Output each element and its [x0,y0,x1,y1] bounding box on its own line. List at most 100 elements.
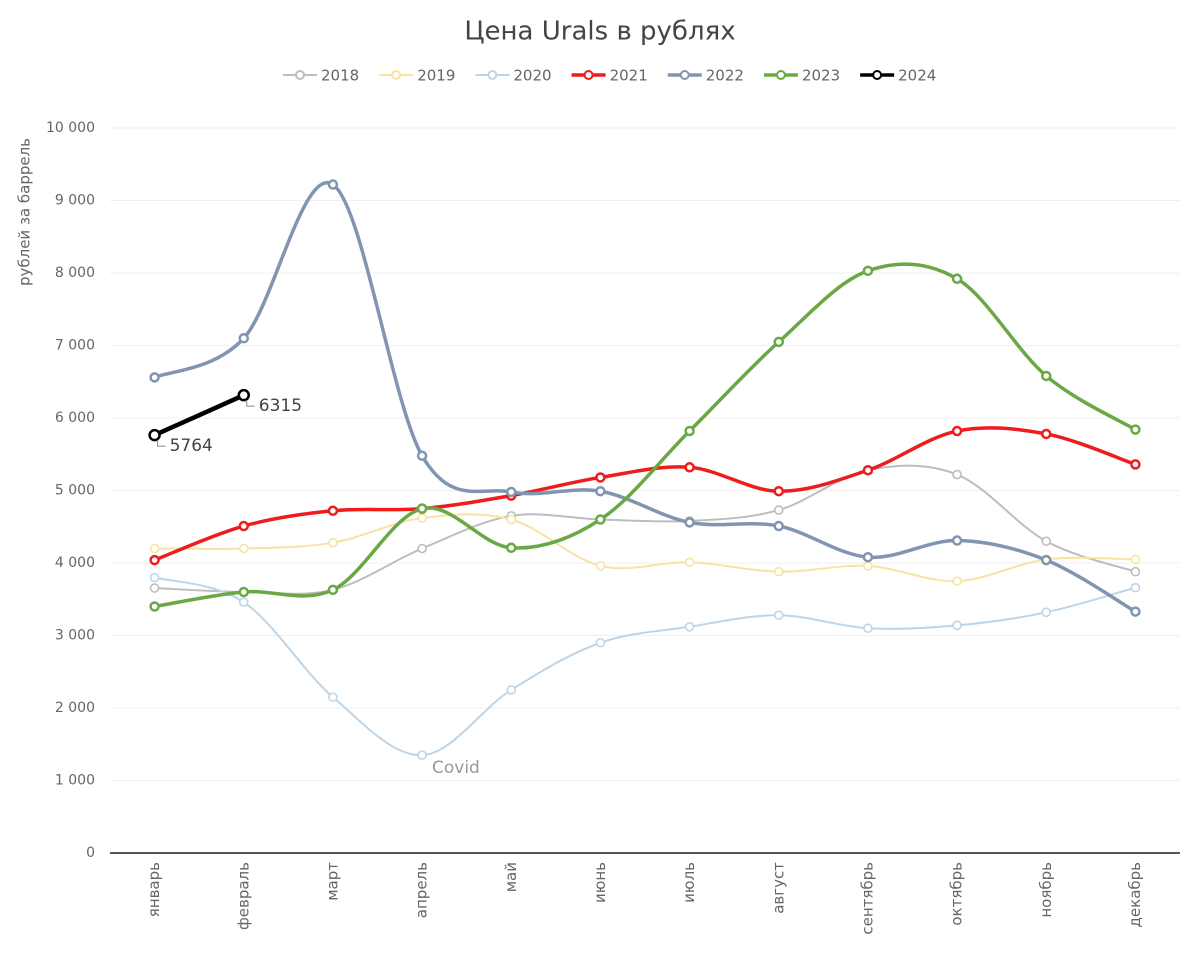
legend-label: 2022 [706,67,744,85]
series-marker [238,586,249,598]
series-line [152,262,1138,609]
x-tick-label: февраль [234,862,252,930]
series-marker [148,428,161,442]
series-marker [238,333,249,344]
series [149,262,1141,612]
series [149,572,1141,760]
series-marker [1130,424,1141,435]
series-marker [238,520,249,532]
legend-label: 2018 [321,67,359,85]
series-marker [1041,536,1052,547]
series-marker [863,623,873,634]
series-marker [952,576,962,586]
legend: 2018 2019 2020 2021 2022 2023 2024 [283,67,936,85]
series [149,464,1141,597]
legend-label: 2020 [513,67,551,85]
series-marker [862,265,874,277]
series-marker [951,273,963,285]
series-line [152,392,246,438]
series-marker [506,514,517,525]
series-marker [952,469,962,480]
series-line [153,576,1137,757]
legend-marker [679,70,690,80]
legend-marker [487,70,498,80]
series: 5764 6315 [148,388,302,456]
y-tick-label: 5 000 [55,483,95,499]
series-marker [506,542,517,554]
series-marker [416,450,428,461]
y-axis-label: рублей за баррель [16,138,34,286]
y-tick-label: 1 000 [55,773,95,789]
x-tick-label: июнь [591,862,609,903]
series-marker [684,517,695,528]
series-marker [328,537,338,548]
series-marker [327,584,339,596]
series-marker [1041,370,1052,382]
y-tick-label: 2 000 [55,700,95,716]
y-tick-label: 0 [86,845,95,861]
series-marker [595,561,606,571]
series-marker [506,685,517,695]
legend-marker [295,70,305,80]
series-marker [595,485,606,497]
series-marker [149,554,160,566]
series-marker [952,620,962,631]
series-marker [149,372,160,383]
series-marker [417,543,427,554]
y-tick-label: 3 000 [55,628,95,644]
series-marker [327,505,339,517]
series-marker [1130,459,1141,470]
legend-marker [583,70,594,80]
series-marker [237,388,250,402]
series-marker [595,514,606,525]
series-marker [328,692,338,702]
series-line [153,513,1137,583]
series-marker [327,179,339,190]
series-marker [595,472,606,483]
x-tick-label: август [769,862,787,914]
series-marker [238,543,249,554]
x-tick-label: октябрь [948,862,966,926]
series-marker [1130,566,1141,577]
series-marker [684,425,695,437]
series-marker [149,572,160,583]
x-tick-label: январь [145,862,163,917]
x-tick-label: апрель [413,862,431,918]
series-marker [773,520,784,532]
series-marker [416,503,428,514]
series-marker [951,425,963,437]
data-label: 5764 [170,436,213,456]
legend-label: 2019 [417,67,455,85]
series-marker [1041,554,1052,566]
series-marker [684,557,695,568]
legend-label: 2023 [802,67,840,85]
series-marker [1041,428,1052,440]
series [149,425,1141,566]
series-marker [506,486,517,498]
y-tick-label: 7 000 [55,338,95,354]
x-tick-label: декабрь [1126,862,1144,927]
series [149,513,1141,586]
data-label: 6315 [259,396,302,416]
legend-label: 2024 [898,67,936,85]
series-line [152,426,1138,562]
series-marker [417,513,427,523]
y-tick-label: 8 000 [55,265,95,281]
legend-marker [391,70,402,80]
series [149,179,1141,617]
series-marker [773,336,784,348]
x-tick-label: июль [680,862,698,903]
series-marker [595,637,606,648]
series-marker [773,566,784,577]
series-marker [149,583,160,593]
series-marker [684,462,695,473]
legend-marker [872,70,883,80]
series-marker [1130,554,1141,565]
series-marker [1041,607,1052,618]
x-tick-label: май [502,862,520,892]
annotation: Covid [432,758,480,778]
legend-marker [775,70,786,80]
series-marker [773,485,784,497]
series-marker [238,597,249,607]
